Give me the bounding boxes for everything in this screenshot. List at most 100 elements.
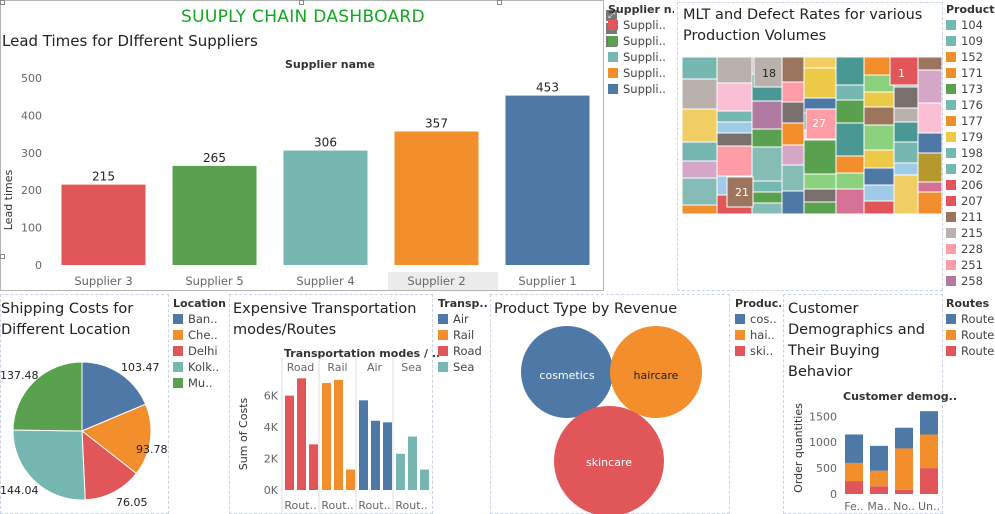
lead-bar[interactable] bbox=[172, 165, 257, 265]
treemap-tile[interactable] bbox=[682, 204, 718, 214]
production-legend-item[interactable]: 176 bbox=[946, 97, 995, 113]
treemap-tile[interactable] bbox=[682, 78, 718, 110]
transp-legend-item[interactable]: Sea bbox=[438, 359, 488, 375]
customer-bar-segment[interactable] bbox=[895, 448, 913, 490]
treemap-tile[interactable] bbox=[751, 100, 783, 130]
transport-bar[interactable] bbox=[396, 453, 405, 490]
treemap-tile[interactable] bbox=[751, 128, 783, 148]
panel-handle-right[interactable] bbox=[497, 0, 502, 5]
treemap-tile[interactable] bbox=[917, 57, 942, 71]
treemap-tile[interactable] bbox=[803, 139, 837, 175]
product-legend-item[interactable]: hai.. bbox=[735, 327, 781, 343]
production-legend-item[interactable]: 104 bbox=[946, 17, 995, 33]
production-legend-item[interactable]: 198 bbox=[946, 145, 995, 161]
treemap-tile[interactable] bbox=[835, 122, 865, 157]
lead-bar[interactable] bbox=[394, 131, 479, 265]
customer-bar-segment[interactable] bbox=[920, 411, 938, 435]
routes-legend-item[interactable]: Route bbox=[946, 343, 995, 359]
treemap-tile[interactable] bbox=[805, 108, 837, 140]
treemap-tile[interactable] bbox=[726, 176, 754, 208]
transp-legend-item[interactable]: Road bbox=[438, 343, 488, 359]
customer-bar-segment[interactable] bbox=[870, 486, 888, 494]
treemap-tile[interactable] bbox=[753, 57, 783, 88]
transp-legend-item[interactable]: Rail bbox=[438, 327, 488, 343]
treemap-tile[interactable] bbox=[893, 86, 919, 109]
treemap-tile[interactable] bbox=[751, 180, 783, 193]
supplier-legend-item[interactable]: Suppli.. bbox=[608, 33, 674, 49]
transport-bar[interactable] bbox=[297, 378, 306, 490]
supplier-legend-item[interactable]: Suppli.. bbox=[608, 17, 674, 33]
treemap-tile[interactable] bbox=[781, 144, 805, 166]
transport-bar[interactable] bbox=[408, 436, 417, 490]
treemap-tile[interactable] bbox=[917, 152, 942, 183]
treemap-tile[interactable] bbox=[835, 172, 865, 190]
transport-bar[interactable] bbox=[322, 383, 331, 490]
lead-bar[interactable] bbox=[283, 150, 368, 265]
production-legend-item[interactable]: 258 bbox=[946, 273, 995, 289]
treemap-tile[interactable] bbox=[917, 69, 942, 104]
transport-bar[interactable] bbox=[334, 379, 343, 490]
customer-bar-segment[interactable] bbox=[920, 468, 938, 494]
production-legend-item[interactable]: 206 bbox=[946, 177, 995, 193]
customer-bar-segment[interactable] bbox=[870, 470, 888, 487]
treemap-tile[interactable] bbox=[835, 57, 865, 86]
treemap-tile[interactable] bbox=[781, 101, 805, 124]
transport-bar[interactable] bbox=[420, 469, 429, 490]
treemap-tile[interactable] bbox=[893, 162, 919, 176]
panel-handle-mid[interactable] bbox=[299, 0, 304, 5]
production-legend-item[interactable]: 251 bbox=[946, 257, 995, 273]
treemap-tile[interactable] bbox=[682, 141, 718, 162]
treemap-tile[interactable] bbox=[781, 190, 805, 214]
treemap-tile[interactable] bbox=[716, 110, 753, 123]
production-legend-item[interactable]: 152 bbox=[946, 49, 995, 65]
treemap-tile[interactable] bbox=[917, 191, 942, 214]
treemap-tile[interactable] bbox=[863, 106, 895, 126]
treemap-tile[interactable] bbox=[803, 173, 837, 190]
treemap-tile[interactable] bbox=[863, 124, 895, 151]
supplier-legend-item[interactable]: Suppli.. bbox=[608, 65, 674, 81]
production-legend-item[interactable]: 215 bbox=[946, 225, 995, 241]
bubble-haircare[interactable] bbox=[610, 326, 702, 418]
treemap-tile[interactable] bbox=[781, 122, 805, 146]
location-legend-item[interactable]: Mu.. bbox=[173, 375, 227, 391]
production-legend-item[interactable]: 211 bbox=[946, 209, 995, 225]
treemap-tile[interactable] bbox=[803, 188, 837, 203]
customer-bar-segment[interactable] bbox=[845, 462, 863, 482]
treemap-tile[interactable] bbox=[803, 67, 837, 99]
customer-bar-segment[interactable] bbox=[845, 434, 863, 463]
treemap-tile[interactable] bbox=[863, 91, 895, 108]
bubble-skincare[interactable] bbox=[554, 406, 664, 514]
routes-legend-item[interactable]: Route bbox=[946, 327, 995, 343]
location-legend-item[interactable]: Ban.. bbox=[173, 311, 227, 327]
treemap-tile[interactable] bbox=[716, 82, 753, 112]
treemap-tile[interactable] bbox=[682, 177, 718, 206]
transport-bar[interactable] bbox=[346, 469, 355, 490]
lead-bar[interactable] bbox=[61, 184, 146, 265]
lead-bar[interactable] bbox=[505, 95, 590, 265]
treemap-tile[interactable] bbox=[835, 99, 865, 124]
treemap-tile[interactable] bbox=[893, 107, 919, 123]
production-legend-item[interactable]: 173 bbox=[946, 81, 995, 97]
supplier-legend-item[interactable]: Suppli.. bbox=[608, 81, 674, 97]
location-legend-item[interactable]: Che.. bbox=[173, 327, 227, 343]
treemap-tile[interactable] bbox=[863, 200, 895, 214]
treemap-tile[interactable] bbox=[917, 132, 942, 154]
location-legend-item[interactable]: Kolk.. bbox=[173, 359, 227, 375]
treemap-tile[interactable] bbox=[893, 141, 919, 164]
production-legend-item[interactable]: 171 bbox=[946, 65, 995, 81]
treemap-tile[interactable] bbox=[863, 184, 895, 202]
production-legend-item[interactable]: 202 bbox=[946, 161, 995, 177]
product-legend-item[interactable]: cos.. bbox=[735, 311, 781, 327]
treemap-tile[interactable] bbox=[781, 164, 805, 192]
treemap-tile[interactable] bbox=[835, 188, 865, 214]
production-legend-item[interactable]: 179 bbox=[946, 129, 995, 145]
treemap-tile[interactable] bbox=[716, 121, 753, 134]
treemap-tile[interactable] bbox=[751, 146, 783, 182]
treemap-tile[interactable] bbox=[889, 57, 919, 86]
treemap-tile[interactable] bbox=[716, 132, 753, 147]
transport-bar[interactable] bbox=[285, 395, 294, 490]
treemap-tile[interactable] bbox=[682, 160, 718, 179]
transport-bar[interactable] bbox=[371, 420, 380, 490]
pie-slice[interactable] bbox=[81, 429, 138, 501]
routes-legend-item[interactable]: Route bbox=[946, 311, 995, 327]
